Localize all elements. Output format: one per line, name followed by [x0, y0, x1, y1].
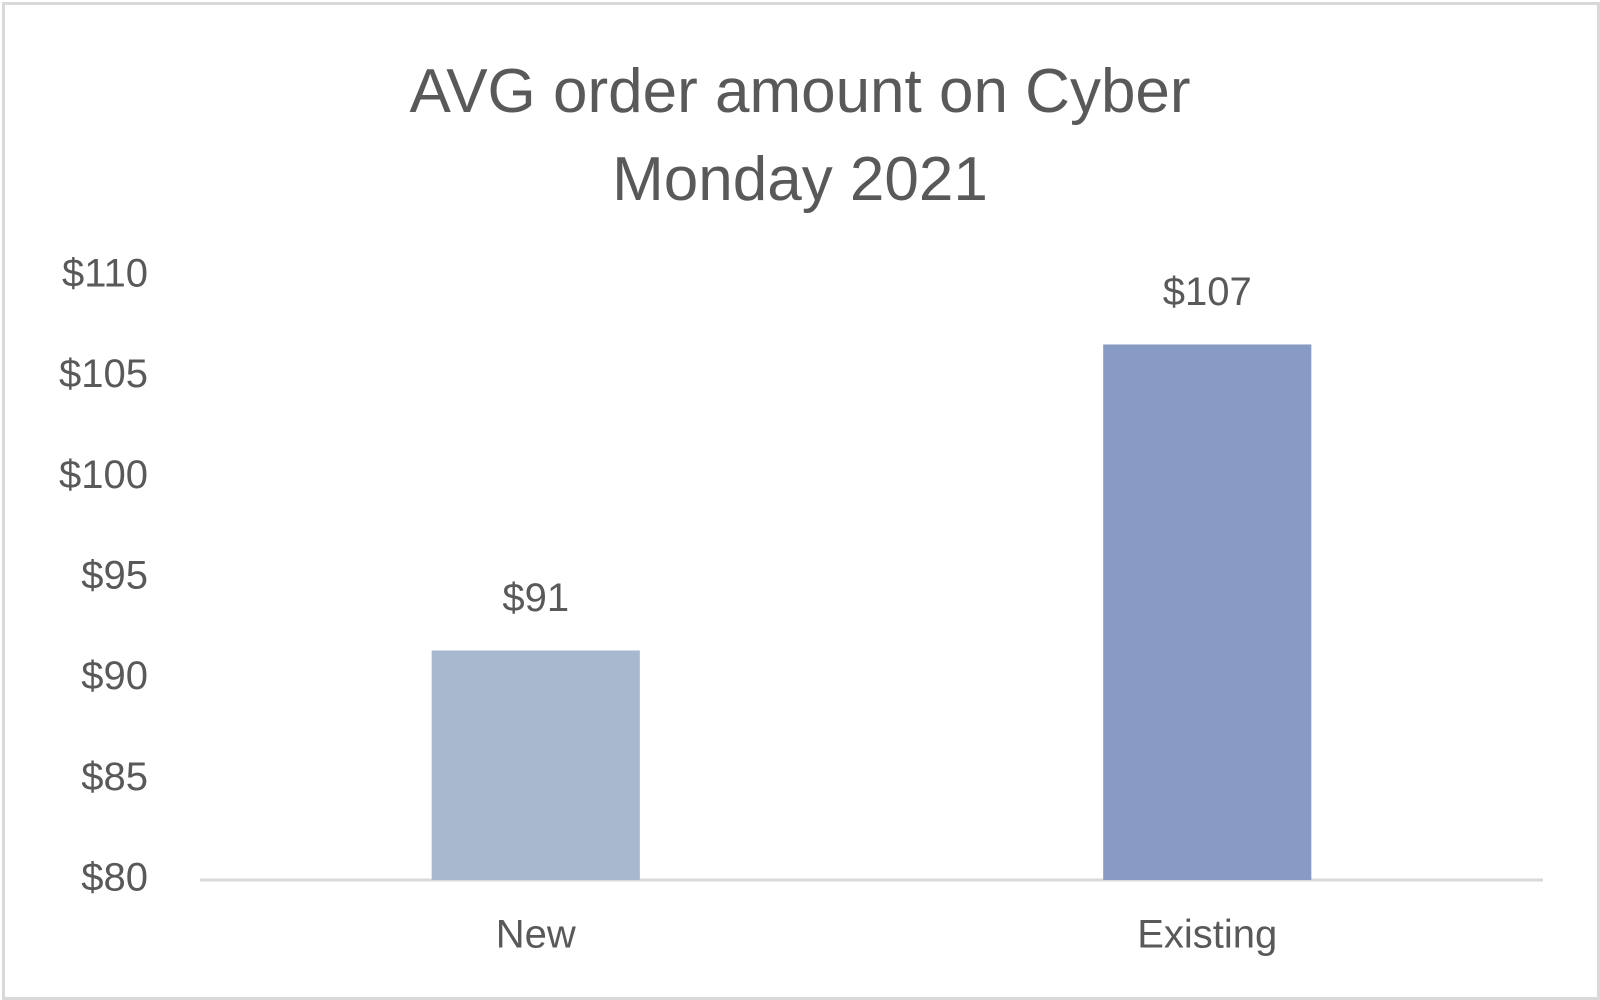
chart-title: AVG order amount on Cyber Monday 2021: [409, 57, 1191, 214]
y-tick-label: $95: [81, 554, 148, 598]
y-tick-label: $110: [62, 252, 148, 296]
y-tick-label: $90: [81, 654, 148, 698]
y-tick-label: $85: [81, 755, 148, 799]
bar: [1103, 344, 1312, 880]
x-tick-label: Existing: [1137, 913, 1277, 957]
y-tick-label: $105: [59, 352, 148, 396]
y-tick-label: $80: [81, 856, 148, 900]
bar: [431, 650, 640, 880]
value-label: $91: [502, 576, 569, 620]
value-label: $107: [1163, 270, 1252, 314]
x-tick-label: New: [496, 913, 576, 957]
y-tick-label: $100: [59, 453, 148, 497]
